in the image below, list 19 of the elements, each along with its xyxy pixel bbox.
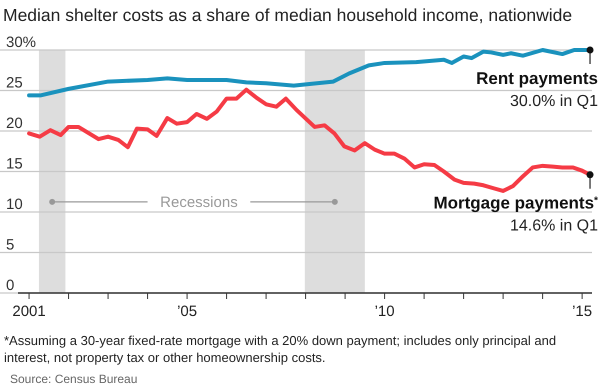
series-label: Rent payments xyxy=(476,69,598,88)
text: *Assuming a 30-year fixed-rate mortgage with a 20% down payment; includes only principal and interest, not property tax or other homeownership costs. xyxy=(4,333,556,365)
series-label: Mortgage payments$^{*}$ xyxy=(433,194,598,213)
y-tick-label: 10 xyxy=(6,196,23,213)
y-tick-label: 15 xyxy=(6,156,23,172)
x-tick-label: ’10 xyxy=(374,303,395,320)
data-label: 30.0% in Q1 xyxy=(510,93,598,110)
data-label: 14.6% in Q1 xyxy=(510,218,598,235)
annotation: Recessions xyxy=(160,194,238,211)
x-tick-label: ’05 xyxy=(177,303,198,320)
y-tick-label: 5 xyxy=(6,236,14,254)
x-tick-label: ’15 xyxy=(572,303,592,320)
x-tick-label: 2001 xyxy=(12,303,46,320)
y-tick-label: 0 xyxy=(6,277,14,294)
y-tick-label: 20 xyxy=(6,115,23,132)
chart-title: Median shelter costs as a share of median household income, nationwide xyxy=(3,5,572,25)
y-tick-label: 30% xyxy=(6,34,36,51)
y-tick-label: 25 xyxy=(6,74,23,92)
source-note: Source: Census Bureau xyxy=(10,372,138,386)
